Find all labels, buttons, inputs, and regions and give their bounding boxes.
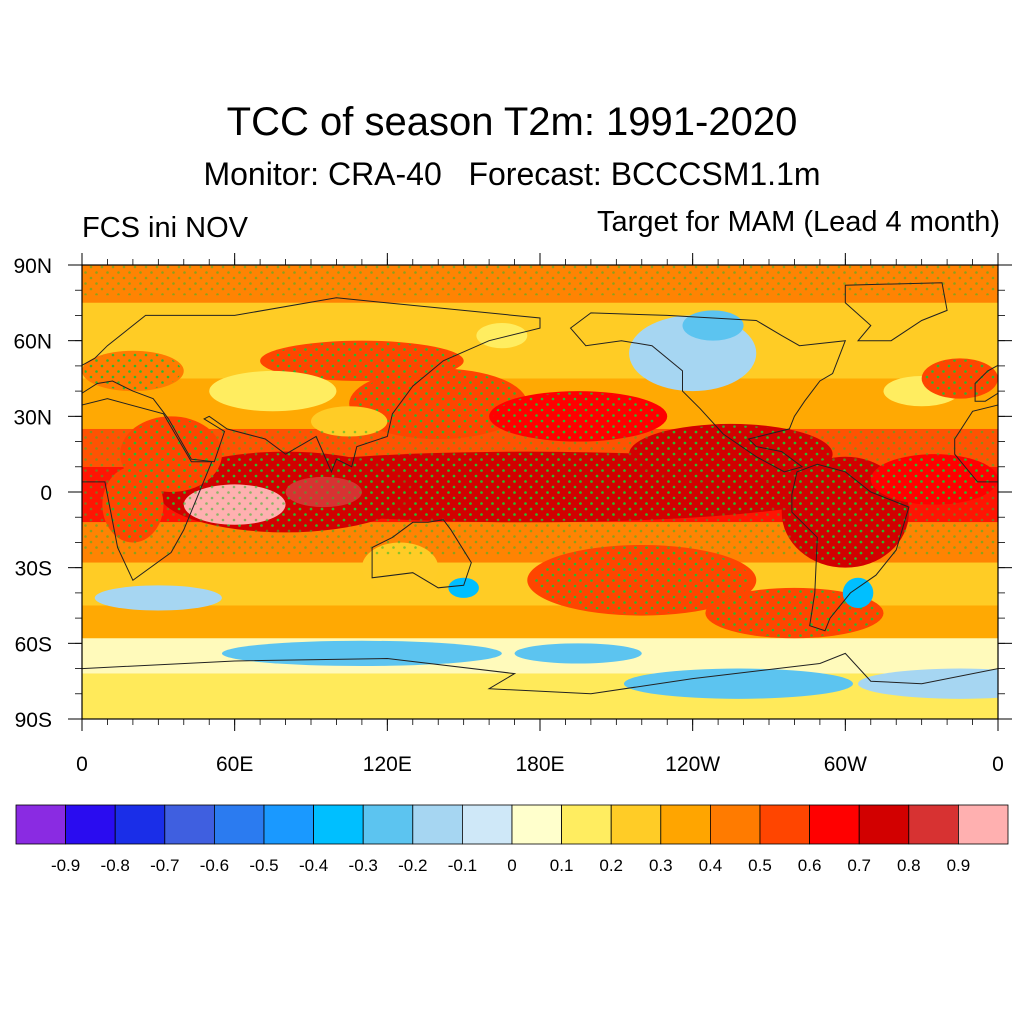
significance-stippling xyxy=(709,589,880,638)
coastline-south-america xyxy=(791,463,910,632)
lat-tick-label: 60N xyxy=(13,331,52,354)
colorbar-label: 0.9 xyxy=(947,856,971,875)
colorbar-swatch xyxy=(610,804,662,845)
lon-tick-label: 180E xyxy=(515,753,564,776)
initialization-label: FCS ini NOV xyxy=(82,212,248,244)
significance-stippling xyxy=(82,265,998,296)
colorbar-label: 0.1 xyxy=(550,856,574,875)
colorbar-label: 0.7 xyxy=(847,856,871,875)
lat-tick-label: 90S xyxy=(15,709,52,732)
colorbar-label: -0.9 xyxy=(51,856,80,875)
longitude-axis: 0 60E 120E 180E 120W 60W 0 xyxy=(76,253,1004,776)
colorbar-swatch xyxy=(759,804,810,845)
target-label: Target for MAM (Lead 4 month) xyxy=(597,206,1000,238)
coastline-eurasia xyxy=(82,297,541,474)
correlation-field xyxy=(82,265,998,719)
colorbar-swatch xyxy=(958,804,1009,845)
colorbar-label: -0.2 xyxy=(398,856,427,875)
lon-tick-label: 0 xyxy=(992,753,1004,776)
colorbar-swatch xyxy=(164,804,215,845)
colorbar-swatch xyxy=(511,804,562,845)
colorbar-swatch xyxy=(461,804,513,845)
colorbar-swatch xyxy=(15,804,66,845)
colorbar-swatch xyxy=(561,804,612,845)
significance-stippling xyxy=(923,359,997,398)
significance-stippling xyxy=(353,370,523,438)
correlation-region xyxy=(842,577,874,609)
lat-tick-label: 90N xyxy=(13,255,52,278)
coastline-antarctica xyxy=(82,652,998,695)
coastline-north-america xyxy=(569,312,847,473)
colorbar-label: 0.6 xyxy=(798,856,822,875)
colorbar-label: 0.8 xyxy=(897,856,921,875)
latitude-axis: 90N 60N 30N 0 30S 60S 90S xyxy=(13,255,1012,732)
colorbar-label: -0.3 xyxy=(349,856,378,875)
lat-tick-label: 30N xyxy=(13,406,52,429)
significance-stippling xyxy=(265,341,459,381)
colorbar-swatch xyxy=(362,804,414,845)
significance-stippling xyxy=(82,428,998,556)
colorbar-label: -0.4 xyxy=(299,856,328,875)
lon-tick-label: 60E xyxy=(216,753,253,776)
chart-title: TCC of season T2m: 1991-2020 xyxy=(226,100,798,144)
correlation-region xyxy=(623,668,853,699)
significance-stippling xyxy=(84,351,182,391)
colorbar-label: -0.7 xyxy=(150,856,179,875)
coastline-africa xyxy=(82,398,213,582)
correlation-region xyxy=(476,323,528,349)
coastlines xyxy=(82,282,998,695)
lon-tick-label: 120W xyxy=(665,753,720,776)
colorbar-swatch xyxy=(114,804,166,845)
lat-tick-label: 30S xyxy=(15,558,52,581)
correlation-region xyxy=(682,310,744,341)
colorbar-swatch xyxy=(313,804,364,845)
colorbar-swatch xyxy=(858,804,910,845)
colorbar-swatch xyxy=(213,804,265,845)
significance-stippling xyxy=(493,392,663,441)
correlation-region xyxy=(209,370,337,412)
colorbar-label: -0.5 xyxy=(249,856,278,875)
correlation-region xyxy=(448,577,479,598)
lon-tick-label: 120E xyxy=(363,753,412,776)
colorbar-label: -0.1 xyxy=(448,856,477,875)
colorbar-label: 0.5 xyxy=(748,856,772,875)
colorbar-swatch xyxy=(908,804,959,845)
colorbar-label: 0.3 xyxy=(649,856,673,875)
coastline-australia xyxy=(371,519,472,589)
correlation-region xyxy=(514,643,642,664)
colorbar: -0.9 -0.8 -0.7 -0.6 -0.5 -0.4 -0.3 -0.2 -0.1 0 0.1… xyxy=(15,804,1009,875)
significance-stippling xyxy=(533,546,751,614)
correlation-region xyxy=(858,668,998,699)
coastline-greenland xyxy=(844,282,948,342)
lon-tick-label: 60W xyxy=(824,753,867,776)
lon-tick-label: 0 xyxy=(76,753,88,776)
colorbar-swatch xyxy=(65,804,116,845)
lat-tick-label: 0 xyxy=(40,482,52,505)
lat-tick-label: 60S xyxy=(15,633,52,656)
chart-subtitle: Monitor: CRA-40 Forecast: BCCCSM1.1m xyxy=(203,156,821,192)
correlation-region xyxy=(94,585,222,611)
colorbar-swatch xyxy=(412,804,463,845)
colorbar-swatch xyxy=(809,804,860,845)
colorbar-swatch xyxy=(710,804,761,845)
colorbar-label: -0.6 xyxy=(200,856,229,875)
colorbar-label: 0.4 xyxy=(699,856,723,875)
coastline-africa-wrap xyxy=(954,404,998,483)
correlation-region xyxy=(221,640,502,667)
colorbar-swatch xyxy=(263,804,314,845)
colorbar-label: 0 xyxy=(507,856,516,875)
colorbar-swatch xyxy=(660,804,711,845)
colorbar-label: -0.8 xyxy=(101,856,130,875)
colorbar-label: 0.2 xyxy=(599,856,623,875)
